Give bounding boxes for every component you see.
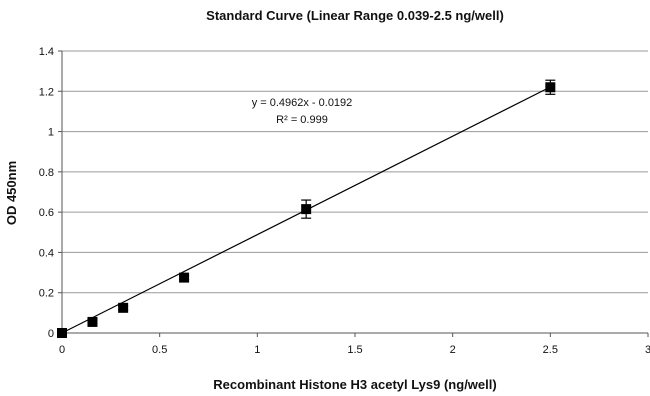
chart-title: Standard Curve (Linear Range 0.039-2.5 n… <box>206 8 504 23</box>
x-tick-label: 2.5 <box>543 344 558 356</box>
data-point <box>301 204 312 215</box>
grid-lines <box>62 50 648 294</box>
data-point <box>179 272 190 283</box>
y-tick-label: 1.2 <box>39 86 54 98</box>
axes <box>58 50 649 337</box>
data-point <box>545 82 556 93</box>
y-tick-label: 0.4 <box>39 247 54 259</box>
r-squared-label: R² = 0.999 <box>276 114 328 126</box>
x-tick-label: 1.5 <box>347 344 362 356</box>
data-points <box>57 79 556 338</box>
y-tick-label: 0.8 <box>39 167 54 179</box>
data-point <box>118 302 129 313</box>
y-tick-label: 0.6 <box>39 207 54 219</box>
tick-labels: 0 0.2 0.4 0.6 0.8 1 1.2 1.4 0 0.5 1 1.5 2 2.5 3 <box>39 46 650 356</box>
x-tick-label: 0.5 <box>152 344 167 356</box>
y-tick-label: 1.4 <box>39 46 54 58</box>
y-tick-label: 0.2 <box>39 288 54 300</box>
y-tick-label: 0 <box>48 328 54 340</box>
data-point <box>87 316 98 327</box>
x-tick-label: 3 <box>645 344 650 356</box>
x-tick-label: 0 <box>59 344 65 356</box>
x-axis-label: Recombinant Histone H3 acetyl Lys9 (ng/w… <box>213 377 496 392</box>
x-tick-label: 1 <box>254 344 260 356</box>
y-axis-label: OD 450nm <box>4 161 19 225</box>
equation-label: y = 0.4962x - 0.0192 <box>252 97 353 109</box>
y-tick-label: 1 <box>48 127 54 139</box>
data-point <box>57 328 67 338</box>
x-tick-label: 2 <box>450 344 456 356</box>
